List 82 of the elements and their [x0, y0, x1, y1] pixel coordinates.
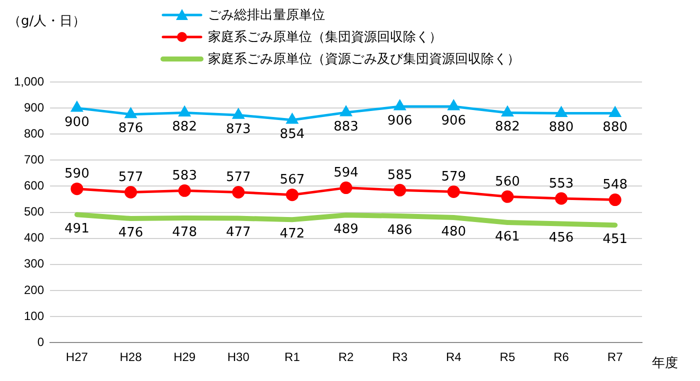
- data-label: 583: [172, 168, 197, 184]
- y-tick-label: 600: [24, 178, 44, 193]
- point: [286, 188, 298, 202]
- data-label: 880: [548, 120, 574, 136]
- point: [125, 108, 136, 118]
- data-label: 579: [441, 170, 466, 185]
- point: [447, 185, 460, 198]
- data-label: 900: [64, 114, 90, 130]
- legend-label: 家庭系ごみ原単位（資源ごみ及び集団資源回収除く）: [208, 51, 520, 68]
- y-axis-title: （g/人・日）: [8, 13, 86, 30]
- point: [70, 182, 84, 196]
- point: [610, 107, 621, 118]
- y-tick-label: 0: [37, 334, 44, 349]
- point: [232, 108, 244, 119]
- data-label: 451: [602, 232, 628, 247]
- data-label: 880: [602, 120, 628, 136]
- legend-label: ごみ総排出量原単位: [208, 7, 325, 24]
- point: [340, 182, 352, 194]
- point: [340, 106, 352, 116]
- data-label: 577: [118, 170, 144, 186]
- x-tick-label: R2: [338, 350, 354, 364]
- point: [232, 186, 245, 198]
- point: [608, 194, 622, 206]
- x-tick-label: R7: [607, 350, 624, 364]
- data-label: 477: [226, 225, 251, 240]
- y-tick-label: 200: [24, 282, 44, 297]
- data-label: 553: [548, 176, 574, 192]
- point: [71, 102, 83, 112]
- x-tick-label: R3: [392, 350, 408, 364]
- data-label: 461: [495, 229, 520, 244]
- data-label: 883: [334, 119, 358, 134]
- data-label: 882: [495, 120, 520, 135]
- point: [178, 184, 191, 197]
- y-tick-label: 900: [24, 100, 44, 114]
- data-label: 876: [118, 121, 144, 136]
- y-tick-label: 300: [24, 256, 44, 271]
- data-label: 491: [64, 222, 90, 237]
- point: [286, 114, 298, 124]
- x-tick-label: R1: [284, 350, 300, 364]
- data-label: 854: [280, 126, 305, 142]
- point: [394, 100, 406, 110]
- point: [501, 190, 514, 203]
- data-label: 472: [280, 226, 305, 242]
- data-label: 906: [387, 113, 412, 128]
- legend-label: 家庭系ごみ原単位（集団資源回収除く）: [208, 29, 442, 46]
- data-label: 594: [334, 166, 358, 181]
- data-label: 478: [172, 224, 197, 240]
- data-label: 480: [441, 224, 466, 240]
- x-tick-label: R5: [500, 350, 516, 364]
- y-tick-label: 700: [24, 152, 44, 166]
- x-axis-title: 年度: [652, 355, 678, 372]
- data-label: 486: [387, 222, 412, 238]
- data-label: 476: [118, 225, 144, 240]
- x-tick-label: H29: [174, 350, 196, 364]
- x-tick-label: R4: [446, 350, 462, 364]
- data-label: 577: [226, 170, 251, 186]
- y-tick-label: 800: [24, 126, 44, 140]
- data-label: 585: [387, 168, 412, 184]
- data-label: 590: [64, 166, 90, 182]
- x-tick-label: R6: [554, 350, 570, 364]
- data-label: 560: [495, 174, 520, 190]
- data-label: 882: [172, 120, 197, 135]
- data-label: 489: [334, 222, 358, 238]
- data-label: 548: [602, 178, 628, 193]
- y-tick-label: 400: [24, 230, 44, 245]
- point: [178, 106, 190, 116]
- x-tick-label: H30: [227, 350, 250, 364]
- data-label: 456: [548, 230, 574, 246]
- x-tick-label: H28: [120, 350, 142, 364]
- data-label: 567: [280, 172, 305, 188]
- data-label: 906: [441, 113, 466, 128]
- y-tick-label: 1,000: [14, 74, 44, 88]
- point: [502, 106, 514, 116]
- x-tick-label: H27: [66, 350, 88, 364]
- point: [394, 184, 406, 196]
- data-label: 873: [226, 122, 251, 137]
- point: [555, 192, 568, 205]
- y-tick-label: 500: [24, 204, 44, 219]
- point: [448, 100, 460, 110]
- point: [556, 107, 567, 118]
- point: [124, 186, 138, 198]
- y-tick-label: 100: [24, 308, 44, 323]
